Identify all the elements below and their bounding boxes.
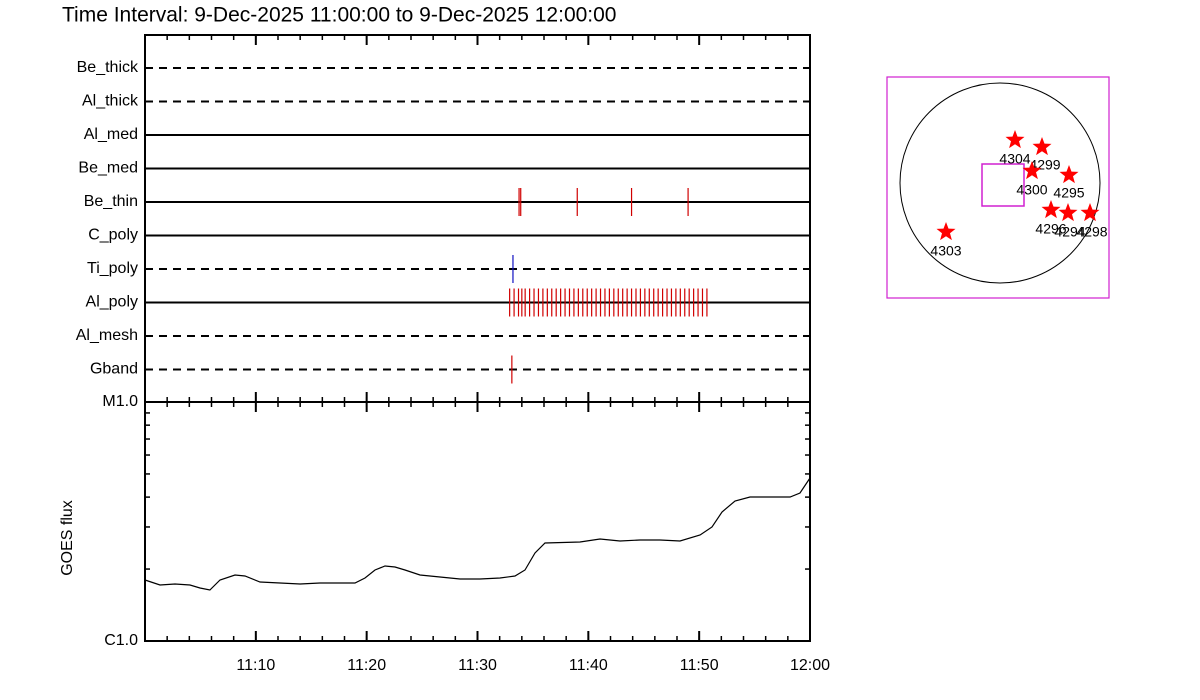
region-star: [1059, 165, 1079, 184]
filter-label: Be_thin: [84, 193, 138, 210]
region-label: 4295: [1053, 185, 1084, 201]
goes-panel-frame: [144, 401, 811, 642]
filter-label: Al_med: [84, 126, 138, 143]
x-tick-label: 11:20: [347, 657, 386, 674]
region-star: [1032, 137, 1052, 156]
filter-label: Be_med: [78, 160, 138, 177]
x-tick-label: 11:40: [569, 657, 608, 674]
y-tick-label: C1.0: [104, 632, 138, 649]
y-tick-label: M1.0: [102, 393, 138, 410]
chart-title: Time Interval: 9-Dec-2025 11:00:00 to 9-…: [62, 4, 617, 27]
filter-label: Al_thick: [82, 93, 139, 110]
region-star: [936, 222, 956, 241]
region-label: 4303: [930, 243, 961, 259]
filter-label: Al_poly: [86, 294, 138, 311]
x-tick-label: 11:30: [458, 657, 497, 674]
region-label: 4294: [1054, 224, 1085, 240]
region-star: [1041, 200, 1061, 219]
region-star: [1058, 203, 1078, 222]
filter-label: Al_mesh: [76, 327, 138, 344]
sun-map: [886, 76, 1110, 299]
region-star: [1005, 130, 1025, 149]
fov-box: [981, 163, 1025, 207]
filter-panel-frame: [144, 34, 811, 403]
goes-line: [144, 477, 811, 591]
filter-label: Gband: [90, 361, 138, 378]
region-label: 4304: [999, 151, 1030, 167]
filter-label: Be_thick: [77, 59, 139, 76]
region-star: [1022, 161, 1042, 180]
region-label: 4300: [1016, 182, 1047, 198]
region-label: 4296: [1035, 221, 1066, 237]
solar-disk: [899, 82, 1101, 284]
x-tick-label: 11:50: [680, 657, 719, 674]
map-frame: [886, 76, 1110, 299]
region-star: [1080, 203, 1100, 222]
y-axis-label: GOES flux: [59, 500, 76, 576]
x-tick-label: 12:00: [790, 657, 830, 674]
filter-label: C_poly: [88, 227, 138, 244]
filter-label: Ti_poly: [87, 260, 138, 277]
x-tick-label: 11:10: [236, 657, 275, 674]
region-label: 4298: [1076, 224, 1107, 240]
